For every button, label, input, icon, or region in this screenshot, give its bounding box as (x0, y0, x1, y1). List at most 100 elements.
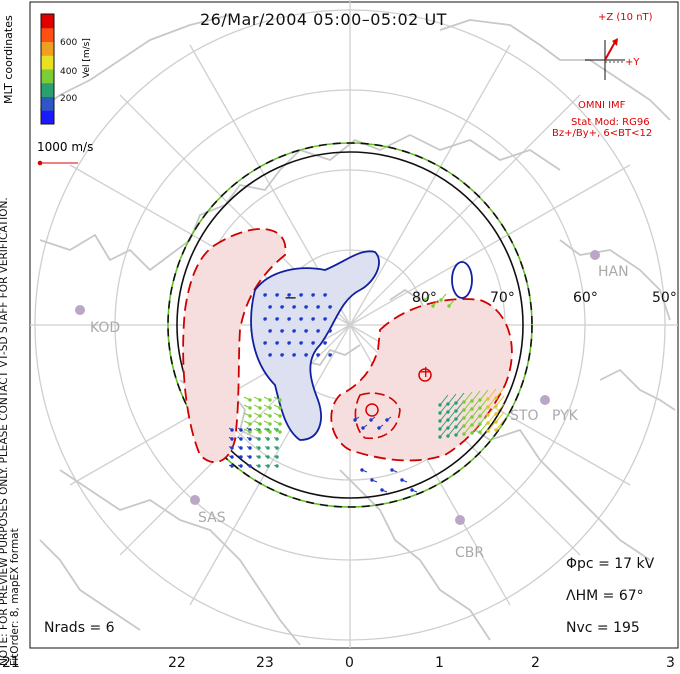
vector-line (273, 396, 281, 401)
vector-line (255, 436, 260, 440)
vector-line (329, 353, 333, 356)
imf-y-label: +Y (625, 57, 640, 68)
vector-line (273, 446, 278, 449)
vector-line (243, 420, 251, 425)
vector-line (288, 293, 292, 296)
mlt-tick-23: 23 (256, 655, 274, 671)
colorbar-title: Vel [m/s] (82, 38, 92, 78)
negative-cell (250, 250, 380, 441)
site-han: HAN (598, 264, 629, 280)
vector-line (293, 305, 297, 308)
small-negative-cell (451, 261, 473, 299)
site-kod: KOD (90, 320, 121, 336)
vector-line (273, 464, 278, 467)
vector-line (300, 293, 304, 296)
plus-sign: + (419, 362, 433, 381)
vector-line (381, 489, 388, 493)
mlt-tick-3: 3 (666, 655, 675, 671)
vector-line (293, 329, 297, 332)
vector-line (361, 469, 368, 473)
vector-line (487, 388, 497, 400)
vector-line (264, 446, 269, 449)
mlt-tick-0: 0 (345, 655, 354, 671)
nvc-value: = 195 (596, 620, 640, 636)
vector-line (455, 392, 465, 404)
vector-line (263, 420, 271, 425)
lat-label-80: 80° (412, 290, 437, 306)
vector-line (317, 353, 321, 356)
nvc-stat: Nvc = 195 (566, 620, 640, 636)
vector-line (281, 353, 285, 356)
vector-line (253, 404, 261, 409)
phi-pc-stat: Φpc = 17 kV (566, 556, 654, 572)
stat-model: Stat Mod: RG96 (571, 117, 650, 128)
vector-line (305, 305, 309, 308)
vector-line (237, 436, 242, 440)
vector-line (495, 419, 505, 431)
vector-line (263, 428, 271, 433)
vector-line (273, 428, 281, 433)
vector-line (329, 305, 333, 308)
vector-line (440, 293, 447, 301)
lat-label-60: 60° (573, 290, 598, 306)
vector-line (370, 416, 376, 421)
vector-line (463, 391, 473, 403)
vector-line (228, 427, 233, 431)
vector-line (237, 427, 242, 431)
site-sto: STO (510, 408, 539, 424)
vector-line (276, 317, 280, 320)
vector-line (378, 424, 384, 429)
vector-line (317, 329, 321, 332)
imf-magnitude: +Z (10 nT) (598, 12, 653, 23)
vector-line (246, 427, 251, 431)
imf-condition: Bz+/By+, 6<BT<12 (552, 128, 653, 139)
colorbar-tick-400: 400 (60, 67, 78, 77)
vector-line (269, 329, 273, 332)
vector-line (269, 353, 273, 356)
vector-line (495, 403, 505, 415)
lambda-hm-label: ΛHM (566, 588, 599, 604)
vector-line (324, 293, 328, 296)
imf-dial (585, 38, 625, 80)
vector-line (228, 455, 233, 458)
vector-line (246, 455, 251, 458)
vector-line (243, 428, 251, 433)
vector-line (371, 479, 378, 483)
vector-line (263, 404, 271, 409)
vector-line (362, 424, 368, 429)
colorbar-segment (41, 82, 54, 97)
vector-line (273, 404, 281, 409)
colorbar-segment (41, 41, 54, 56)
vector-line (305, 329, 309, 332)
mlt-tick-1: 1 (435, 655, 444, 671)
hmb-boundary-dashed (167, 142, 533, 508)
vector-line (305, 353, 309, 356)
vector-line (255, 446, 260, 449)
site-pyk: PYK (552, 408, 578, 424)
vector-line (243, 404, 251, 409)
vector-line (264, 293, 268, 296)
vector-line (448, 299, 455, 307)
phi-pc-label: Φpc (566, 556, 594, 572)
vector-line (273, 420, 281, 425)
imf-source: OMNI IMF (578, 100, 626, 111)
velocity-vectors (228, 293, 505, 493)
colorbar-segment (41, 96, 54, 111)
colorbar-segment (41, 110, 54, 125)
vector-line (495, 387, 505, 399)
vector-line (391, 469, 398, 473)
vector-line (246, 446, 251, 449)
minus-sign: − (284, 288, 298, 307)
lower-latitude-boundary (176, 151, 524, 499)
nrads-stat: Nrads = 6 (44, 620, 115, 636)
velocity-colorbar (41, 14, 54, 125)
vector-line (263, 412, 271, 417)
vector-line (264, 455, 269, 458)
vector-line (324, 317, 328, 320)
colorbar-segment (41, 55, 54, 70)
vector-line (253, 420, 261, 425)
lambda-hm-stat: ΛHM = 67° (566, 588, 644, 604)
vector-line (273, 436, 278, 440)
colorbar-segment (41, 69, 54, 84)
